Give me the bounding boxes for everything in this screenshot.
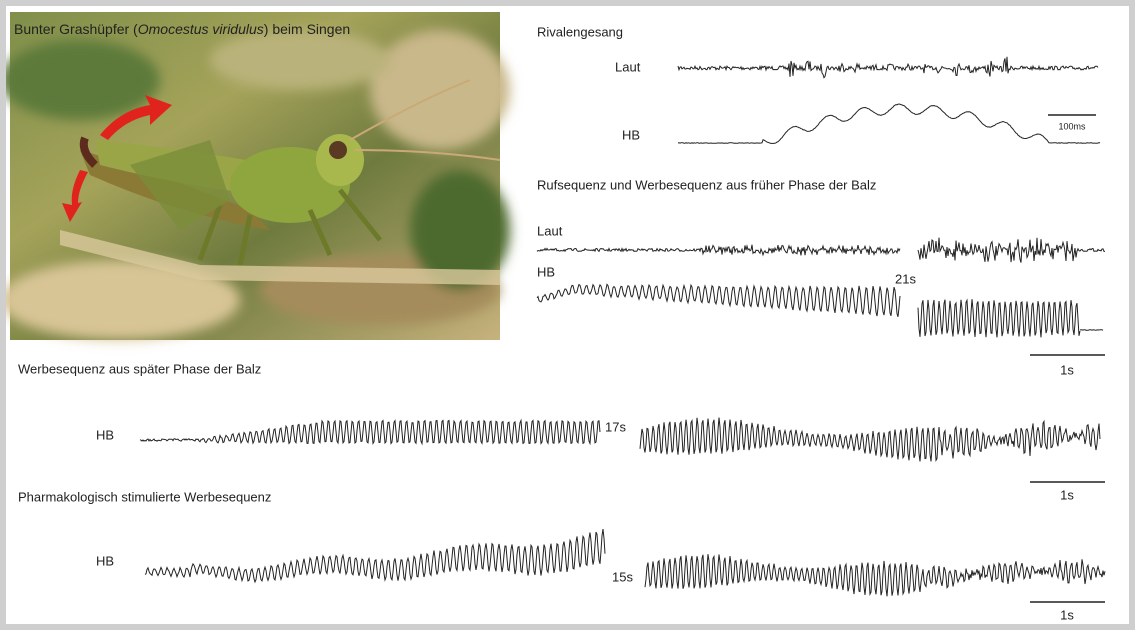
scale-label: 1s bbox=[1060, 487, 1074, 502]
gap-label: 21s bbox=[895, 271, 916, 286]
waveform bbox=[1080, 330, 1103, 331]
scale-label: 100ms bbox=[1058, 121, 1086, 131]
scale-label: 1s bbox=[1060, 362, 1074, 377]
trace-label: HB bbox=[96, 427, 114, 442]
caption-species: Omocestus viridulus bbox=[138, 21, 264, 37]
gap-label: 15s bbox=[612, 569, 633, 584]
trace-label: HB bbox=[96, 553, 114, 568]
figure: Bunter Grashüpfer (Omocestus viridulus) … bbox=[0, 0, 1135, 630]
waveform bbox=[918, 299, 1080, 337]
panel-title: Pharmakologisch stimulierte Werbesequenz bbox=[18, 489, 271, 504]
panel-title: Rufsequenz und Werbesequenz aus früher P… bbox=[537, 177, 876, 192]
trace-label: HB bbox=[622, 127, 640, 142]
trace-label: HB bbox=[537, 264, 555, 279]
waveform bbox=[645, 554, 1105, 596]
caption-text: Bunter Grashüpfer ( bbox=[14, 21, 138, 37]
caption-text: ) beim Singen bbox=[264, 21, 350, 37]
waveform bbox=[678, 57, 1098, 78]
trace-label: Laut bbox=[615, 59, 641, 74]
scale-label: 1s bbox=[1060, 607, 1074, 622]
waveform bbox=[537, 245, 900, 256]
gap-label: 17s bbox=[605, 419, 626, 434]
panel-title: Werbesequenz aus später Phase der Balz bbox=[18, 361, 261, 376]
waveform bbox=[678, 104, 1100, 144]
trace-label: Laut bbox=[537, 223, 563, 238]
figure-canvas: Bunter Grashüpfer (Omocestus viridulus) … bbox=[6, 6, 1129, 624]
photo-caption: Bunter Grashüpfer (Omocestus viridulus) … bbox=[14, 21, 350, 37]
waveform bbox=[640, 418, 1100, 462]
waveform bbox=[918, 238, 1105, 263]
waveform bbox=[145, 529, 605, 582]
photo: Bunter Grashüpfer (Omocestus viridulus) … bbox=[6, 12, 510, 340]
waveform bbox=[140, 421, 600, 444]
panel-title: Rivalengesang bbox=[537, 24, 623, 39]
waveform bbox=[537, 284, 900, 316]
